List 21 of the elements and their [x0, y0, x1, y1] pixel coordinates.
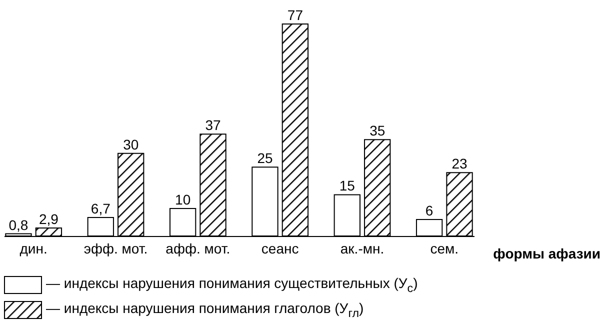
- x-tick-label: ак.-мн.: [340, 240, 384, 256]
- x-tick-label: сеанс: [261, 240, 299, 256]
- x-tick-label: сем.: [430, 240, 459, 256]
- data-label: 10: [175, 191, 191, 208]
- data-label: 37: [205, 117, 222, 134]
- data-label: 6,7: [90, 200, 111, 217]
- x-tick-label: дин.: [20, 240, 48, 256]
- legend-label: — индексы нарушения понимания глаголов (У$_{гл}$): [46, 300, 364, 320]
- data-label: 25: [257, 150, 273, 166]
- legend-label: — индексы нарушения понимания существительных (У$_{с}$): [46, 274, 418, 294]
- data-label: 15: [339, 178, 356, 194]
- data-label: 6: [425, 202, 434, 218]
- data-label: 77: [287, 7, 304, 23]
- x-tick-label: эфф. мот.: [84, 240, 148, 256]
- x-axis-title: формы афазии: [493, 246, 600, 262]
- data-label: 30: [123, 136, 139, 152]
- data-label: 23: [452, 156, 468, 172]
- data-label: 2,9: [38, 211, 59, 228]
- data-label: 0,8: [8, 216, 28, 233]
- x-tick-label: афф. мот.: [166, 240, 230, 256]
- data-label: 35: [370, 122, 386, 139]
